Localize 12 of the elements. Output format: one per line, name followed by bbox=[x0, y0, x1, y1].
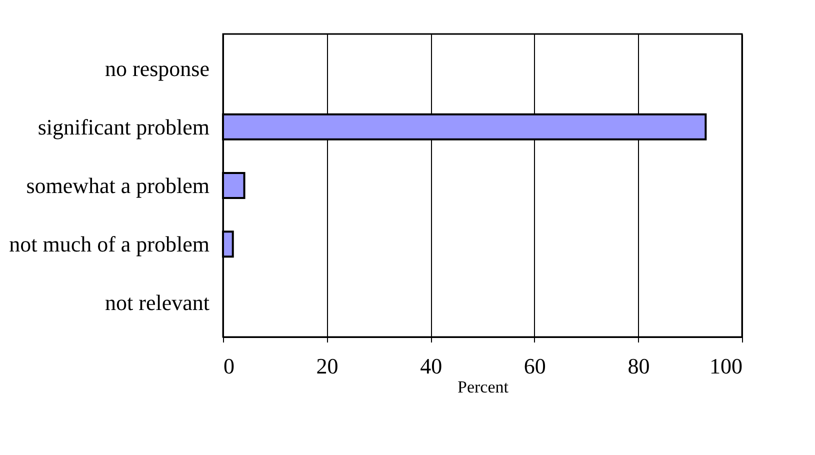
x-tick-label: 80 bbox=[628, 354, 650, 378]
y-tick-label: somewhat a problem bbox=[26, 173, 210, 198]
x-tick-label: 0 bbox=[224, 354, 234, 378]
x-tick-label: 100 bbox=[710, 354, 742, 378]
x-tick-label: 60 bbox=[524, 354, 546, 378]
y-tick-label: significant problem bbox=[38, 114, 210, 140]
y-tick-label: not much of a problem bbox=[9, 232, 210, 257]
x-tick-label: 40 bbox=[420, 354, 442, 378]
x-axis-title: Percent bbox=[458, 378, 509, 396]
x-tick-label: 20 bbox=[316, 354, 338, 378]
y-tick-label: not relevant bbox=[105, 290, 210, 316]
y-tick-label: no response bbox=[105, 56, 210, 81]
